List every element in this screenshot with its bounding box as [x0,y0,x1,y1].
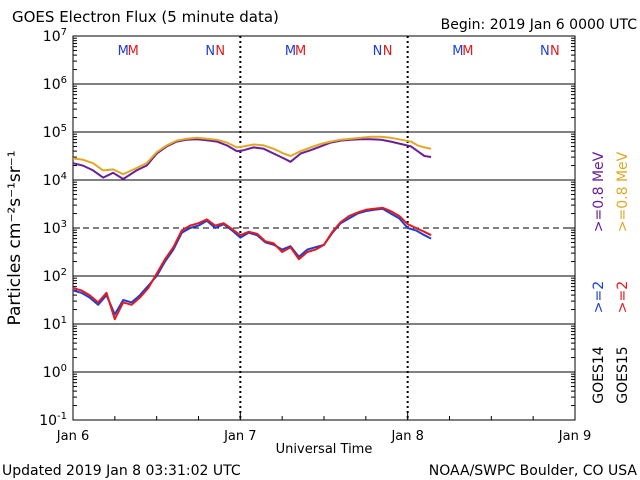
series-line [72,207,432,316]
y-tick-label: 104 [43,171,67,189]
noon-marker: N [383,44,393,59]
noon-marker: M [128,44,139,59]
legend-energy-label: >=0.8 MeV [591,151,607,232]
legend-satellite-label: GOES14 [591,346,607,404]
y-tick-label: 106 [43,75,67,93]
noon-marker: N [373,44,383,59]
y-axis-ticks: 10-1 100 101 102 103 104 105 106 107 [39,27,575,429]
noon-marker: M [462,44,473,59]
y-tick-label: 102 [43,267,67,285]
y-tick-label: 105 [43,123,67,141]
noon-marker: N [215,44,225,59]
noon-marker: M [295,44,306,59]
legend-satellite-label: GOES15 [615,346,631,403]
x-axis-ticks: Jan 6 Jan 7 Jan 8 Jan 9 [56,412,591,444]
noon-marker: M [452,44,463,59]
y-tick-label: 10-1 [39,411,67,429]
begin-time: Begin: 2019 Jan 6 0000 UTC [441,17,638,33]
noon-marker: N [540,44,550,59]
y-tick-label: 107 [43,27,67,45]
credit: NOAA/SWPC Boulder, CO USA [429,463,638,479]
noon-marker: N [550,44,560,59]
legend-energy-label: >=2 [591,281,607,313]
series-line [72,206,432,321]
noon-markers: MM N N MM N N MM N N [118,44,560,59]
x-tick-label: Jan 7 [223,429,256,444]
noon-marker: M [285,44,296,59]
chart-title: GOES Electron Flux (5 minute data) [12,8,279,26]
noon-marker: N [205,44,215,59]
x-tick-label: Jan 6 [56,429,89,444]
noon-marker: M [118,44,129,59]
series-line [72,138,432,180]
y-tick-label: 101 [43,315,67,333]
series-lines [72,135,432,321]
legend: >=0.8 MeV >=0.8 MeV >=2 >=2 GOES14 GOES15 [591,151,631,403]
y-axis-label: Particles cm⁻²s⁻¹sr⁻¹ [5,150,25,325]
legend-energy-label: >=0.8 MeV [615,151,631,232]
x-axis-label: Universal Time [276,442,373,457]
grid-lines [73,83,575,373]
y-tick-label: 103 [43,219,67,237]
y-tick-label: 100 [43,363,67,381]
x-tick-label: Jan 8 [390,429,423,444]
updated-time: Updated 2019 Jan 8 03:31:02 UTC [2,463,241,479]
legend-energy-label: >=2 [615,281,631,313]
x-tick-label: Jan 9 [558,429,591,444]
series-line [72,135,432,176]
